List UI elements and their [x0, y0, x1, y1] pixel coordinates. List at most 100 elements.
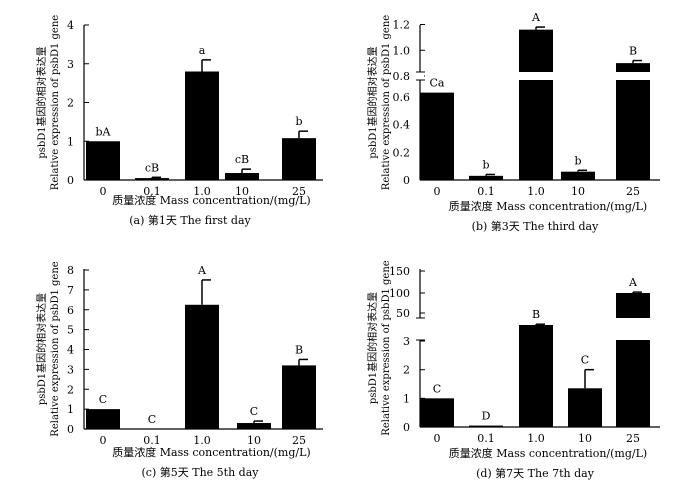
y-tick-label: 4	[67, 19, 74, 32]
y-tick-label: 2	[67, 383, 74, 396]
bar	[519, 29, 553, 181]
bar	[185, 304, 219, 429]
y-axis-title-cn: psbD1基因的相对表达量	[366, 46, 379, 158]
y-axis-title-cn: psbD1基因的相对表达量	[366, 292, 379, 404]
axis-break-gap	[416, 318, 424, 340]
significance-label: a	[199, 44, 206, 57]
y-tick-label: 0	[67, 423, 74, 436]
y-tick-label: 2	[67, 97, 74, 110]
x-axis-title: 质量浓度 Mass concentration/(mg/L)	[449, 446, 647, 460]
bar	[616, 63, 650, 180]
y-tick-label: 150	[389, 265, 410, 278]
y-tick-label: 1	[403, 392, 410, 405]
y-axis-title-cn: psbD1基因的相对表达量	[35, 46, 48, 158]
bar	[420, 398, 454, 427]
y-tick-label: 0	[403, 174, 410, 187]
panel-caption: (d) 第7天 The 7th day	[476, 466, 595, 480]
y-tick-label: 3	[403, 335, 410, 348]
y-tick-label: 0.2	[393, 146, 411, 159]
y-tick-label: 0.6	[393, 91, 411, 104]
y-tick-label: 3	[67, 58, 74, 71]
significance-label: A	[197, 264, 207, 277]
y-tick-label: 1.2	[393, 19, 411, 32]
bar	[135, 178, 169, 180]
bar	[616, 293, 650, 427]
bar	[469, 425, 503, 427]
bar	[185, 71, 219, 180]
y-tick-label: 0	[403, 421, 410, 434]
significance-label: C	[148, 413, 156, 426]
x-tick-label: 0	[100, 434, 107, 447]
x-tick-label: 0.1	[477, 185, 495, 198]
y-tick-label: 4	[67, 344, 74, 357]
bar-break-gap	[615, 318, 651, 340]
y-tick-label: 50	[396, 307, 410, 320]
significance-label: b	[482, 158, 489, 171]
significance-label: B	[532, 308, 540, 321]
significance-label: B	[295, 343, 303, 356]
bar	[225, 173, 259, 180]
x-tick-label: 0	[434, 432, 441, 445]
bar	[561, 171, 595, 180]
x-tick-label: 10	[578, 432, 592, 445]
y-tick-label: 5	[67, 324, 74, 337]
significance-label: D	[482, 410, 491, 423]
x-tick-label: 25	[626, 432, 640, 445]
significance-label: b	[295, 115, 302, 128]
x-tick-label: 1.0	[193, 185, 211, 198]
x-axis-title: 质量浓度 Mass concentration/(mg/L)	[112, 193, 310, 207]
bar	[135, 428, 169, 429]
significance-label: C	[581, 354, 589, 367]
x-tick-label: 0.1	[143, 434, 161, 447]
y-tick-label: 2	[403, 364, 410, 377]
bar-break-gap	[518, 72, 554, 80]
bar	[469, 175, 503, 180]
bar	[282, 138, 316, 180]
significance-label: C	[99, 393, 107, 406]
y-tick-label: 7	[67, 284, 74, 297]
bar	[420, 92, 454, 180]
y-tick-label: 6	[67, 304, 74, 317]
x-tick-label: 0	[434, 185, 441, 198]
significance-label: cB	[235, 153, 249, 166]
y-tick-label: 100	[389, 287, 410, 300]
y-tick-label: 0.4	[393, 119, 411, 132]
significance-label: B	[629, 45, 637, 58]
axis-break-gap	[416, 72, 424, 80]
y-tick-label: 0	[67, 174, 74, 187]
bar	[519, 325, 553, 427]
significance-label: b	[574, 154, 581, 167]
x-tick-label: 0	[100, 185, 107, 198]
significance-label: C	[250, 405, 258, 418]
bar	[86, 141, 120, 180]
significance-label: C	[433, 382, 441, 395]
x-axis-title: 质量浓度 Mass concentration/(mg/L)	[449, 199, 647, 213]
bar	[237, 423, 271, 429]
y-axis-title-en: Relative expression of psbD1 gene	[50, 261, 61, 436]
x-tick-label: 1.0	[193, 434, 211, 447]
bar	[86, 409, 120, 429]
x-tick-label: 10	[247, 434, 261, 447]
significance-label: Ca	[430, 77, 445, 90]
x-tick-label: 1.0	[527, 185, 545, 198]
x-tick-label: 25	[626, 185, 640, 198]
x-tick-label: 10	[235, 185, 249, 198]
significance-label: bA	[96, 125, 112, 138]
y-tick-label: 3	[67, 363, 74, 376]
bar-break-gap	[615, 72, 651, 80]
x-tick-label: 0.1	[143, 185, 161, 198]
y-tick-label: 1	[67, 135, 74, 148]
x-tick-label: 0.1	[477, 432, 495, 445]
y-axis-title-en: Relative expression of psbD1 gene	[50, 15, 61, 190]
bar	[282, 365, 316, 429]
y-axis-title-en: Relative expression of psbD1 gene	[381, 15, 392, 190]
y-tick-label: 0.8	[393, 70, 411, 83]
bar	[568, 388, 602, 427]
x-tick-label: 25	[292, 185, 306, 198]
x-tick-label: 25	[292, 434, 306, 447]
panel-caption: (c) 第5天 The 5th day	[142, 465, 260, 479]
y-axis-title-en: Relative expression of psbD1 gene	[381, 260, 392, 435]
